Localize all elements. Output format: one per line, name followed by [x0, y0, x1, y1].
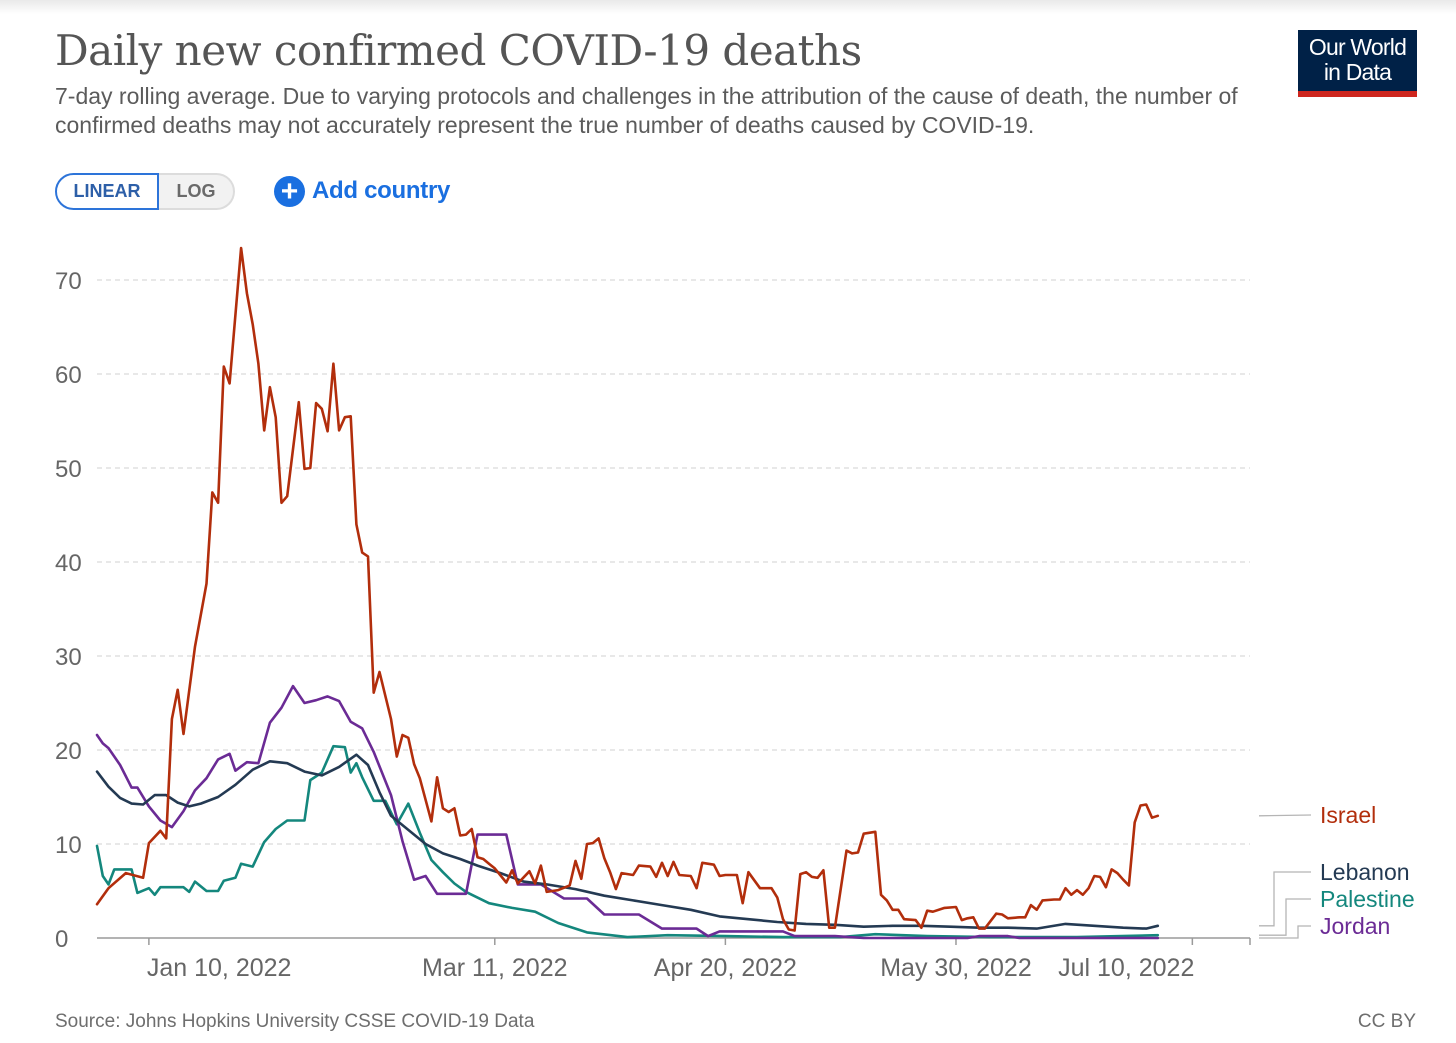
source-note: Source: Johns Hopkins University CSSE CO… [55, 1011, 535, 1032]
plus-circle-icon: + [274, 175, 305, 207]
owid-logo[interactable]: Our World in Data [1298, 30, 1417, 97]
label-connector [1259, 871, 1311, 927]
label-connector [1259, 898, 1311, 936]
grid-lines [97, 279, 1250, 845]
line-chart: 0 10 20 30 40 50 60 70 Jan 10, 2022 Mar 11, 2022… [55, 246, 1415, 982]
add-country-label: Add country [312, 177, 451, 204]
series-label-israel[interactable]: Israel [1320, 802, 1376, 828]
logo-line-2: in Data [1323, 59, 1392, 85]
x-tick-label: Apr 20, 2022 [654, 954, 797, 982]
series-lines [95, 246, 1160, 940]
chart-subtitle: 7-day rolling average. Due to varying pr… [55, 83, 1238, 138]
log-scale-button[interactable]: LOG [159, 173, 235, 210]
y-tick-label: 60 [55, 362, 82, 389]
y-tick-label: 20 [55, 738, 82, 765]
y-tick-label: 50 [55, 456, 82, 483]
series-line-palestine[interactable] [95, 744, 1160, 939]
series-label-lebanon[interactable]: Lebanon [1320, 859, 1410, 885]
label-connector [1259, 925, 1311, 939]
y-tick-label: 30 [55, 644, 82, 671]
series-line-israel[interactable] [95, 246, 1160, 932]
add-country-button[interactable]: + Add country [274, 174, 450, 208]
y-axis-ticks: 0 10 20 30 40 50 60 70 [55, 268, 82, 953]
y-tick-label: 40 [55, 550, 82, 577]
scale-toggle: LINEAR LOG [55, 173, 235, 210]
linear-scale-button[interactable]: LINEAR [55, 173, 159, 210]
license-link[interactable]: CC BY [1357, 1011, 1416, 1032]
y-tick-label: 10 [55, 832, 82, 859]
label-connector [1258, 814, 1312, 817]
x-axis: Jan 10, 2022 Mar 11, 2022 Apr 20, 2022 May … [97, 937, 1251, 982]
logo-line-1: Our World [1308, 34, 1407, 60]
logo-bar [1298, 91, 1417, 97]
series-line-jordan[interactable] [95, 684, 1160, 940]
x-tick-label: Jul 10, 2022 [1058, 954, 1194, 982]
chart-title: Daily new confirmed COVID-19 deaths [55, 26, 862, 75]
y-tick-label: 0 [55, 926, 68, 953]
x-tick-label: May 30, 2022 [880, 954, 1032, 982]
series-label-jordan[interactable]: Jordan [1320, 913, 1390, 939]
series-label-palestine[interactable]: Palestine [1320, 886, 1415, 912]
series-line-lebanon[interactable] [95, 753, 1160, 930]
top-shadow [0, 0, 1456, 14]
x-tick-label: Mar 11, 2022 [422, 954, 567, 982]
y-tick-label: 70 [55, 268, 82, 295]
x-tick-label: Jan 10, 2022 [147, 954, 292, 982]
